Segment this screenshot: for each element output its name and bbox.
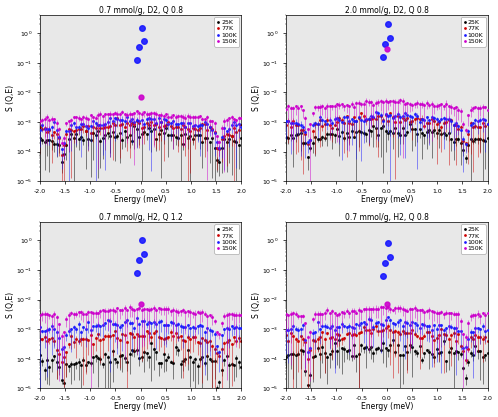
X-axis label: Energy (meV): Energy (meV) [361,195,413,204]
Title: 0.7 mmol/g, D2, Q 0.8: 0.7 mmol/g, D2, Q 0.8 [99,5,183,15]
X-axis label: Energy (meV): Energy (meV) [115,402,167,412]
Title: 2.0 mmol/g, D2, Q 0.8: 2.0 mmol/g, D2, Q 0.8 [345,5,429,15]
Y-axis label: S (Q,E): S (Q,E) [252,85,261,111]
Y-axis label: S (Q,E): S (Q,E) [5,85,14,111]
Title: 0.7 mmol/g, H2, Q 1.2: 0.7 mmol/g, H2, Q 1.2 [99,213,182,222]
Y-axis label: S (Q,E): S (Q,E) [5,292,14,319]
X-axis label: Energy (meV): Energy (meV) [115,195,167,204]
Legend: 25K, 77K, 100K, 150K: 25K, 77K, 100K, 150K [461,17,486,47]
X-axis label: Energy (meV): Energy (meV) [361,402,413,412]
Legend: 25K, 77K, 100K, 150K: 25K, 77K, 100K, 150K [461,224,486,254]
Legend: 25K, 77K, 100K, 150K: 25K, 77K, 100K, 150K [214,224,240,254]
Title: 0.7 mmol/g, H2, Q 0.8: 0.7 mmol/g, H2, Q 0.8 [345,213,429,222]
Legend: 25K, 77K, 100K, 150K: 25K, 77K, 100K, 150K [214,17,240,47]
Y-axis label: S (Q,E): S (Q,E) [252,292,261,319]
